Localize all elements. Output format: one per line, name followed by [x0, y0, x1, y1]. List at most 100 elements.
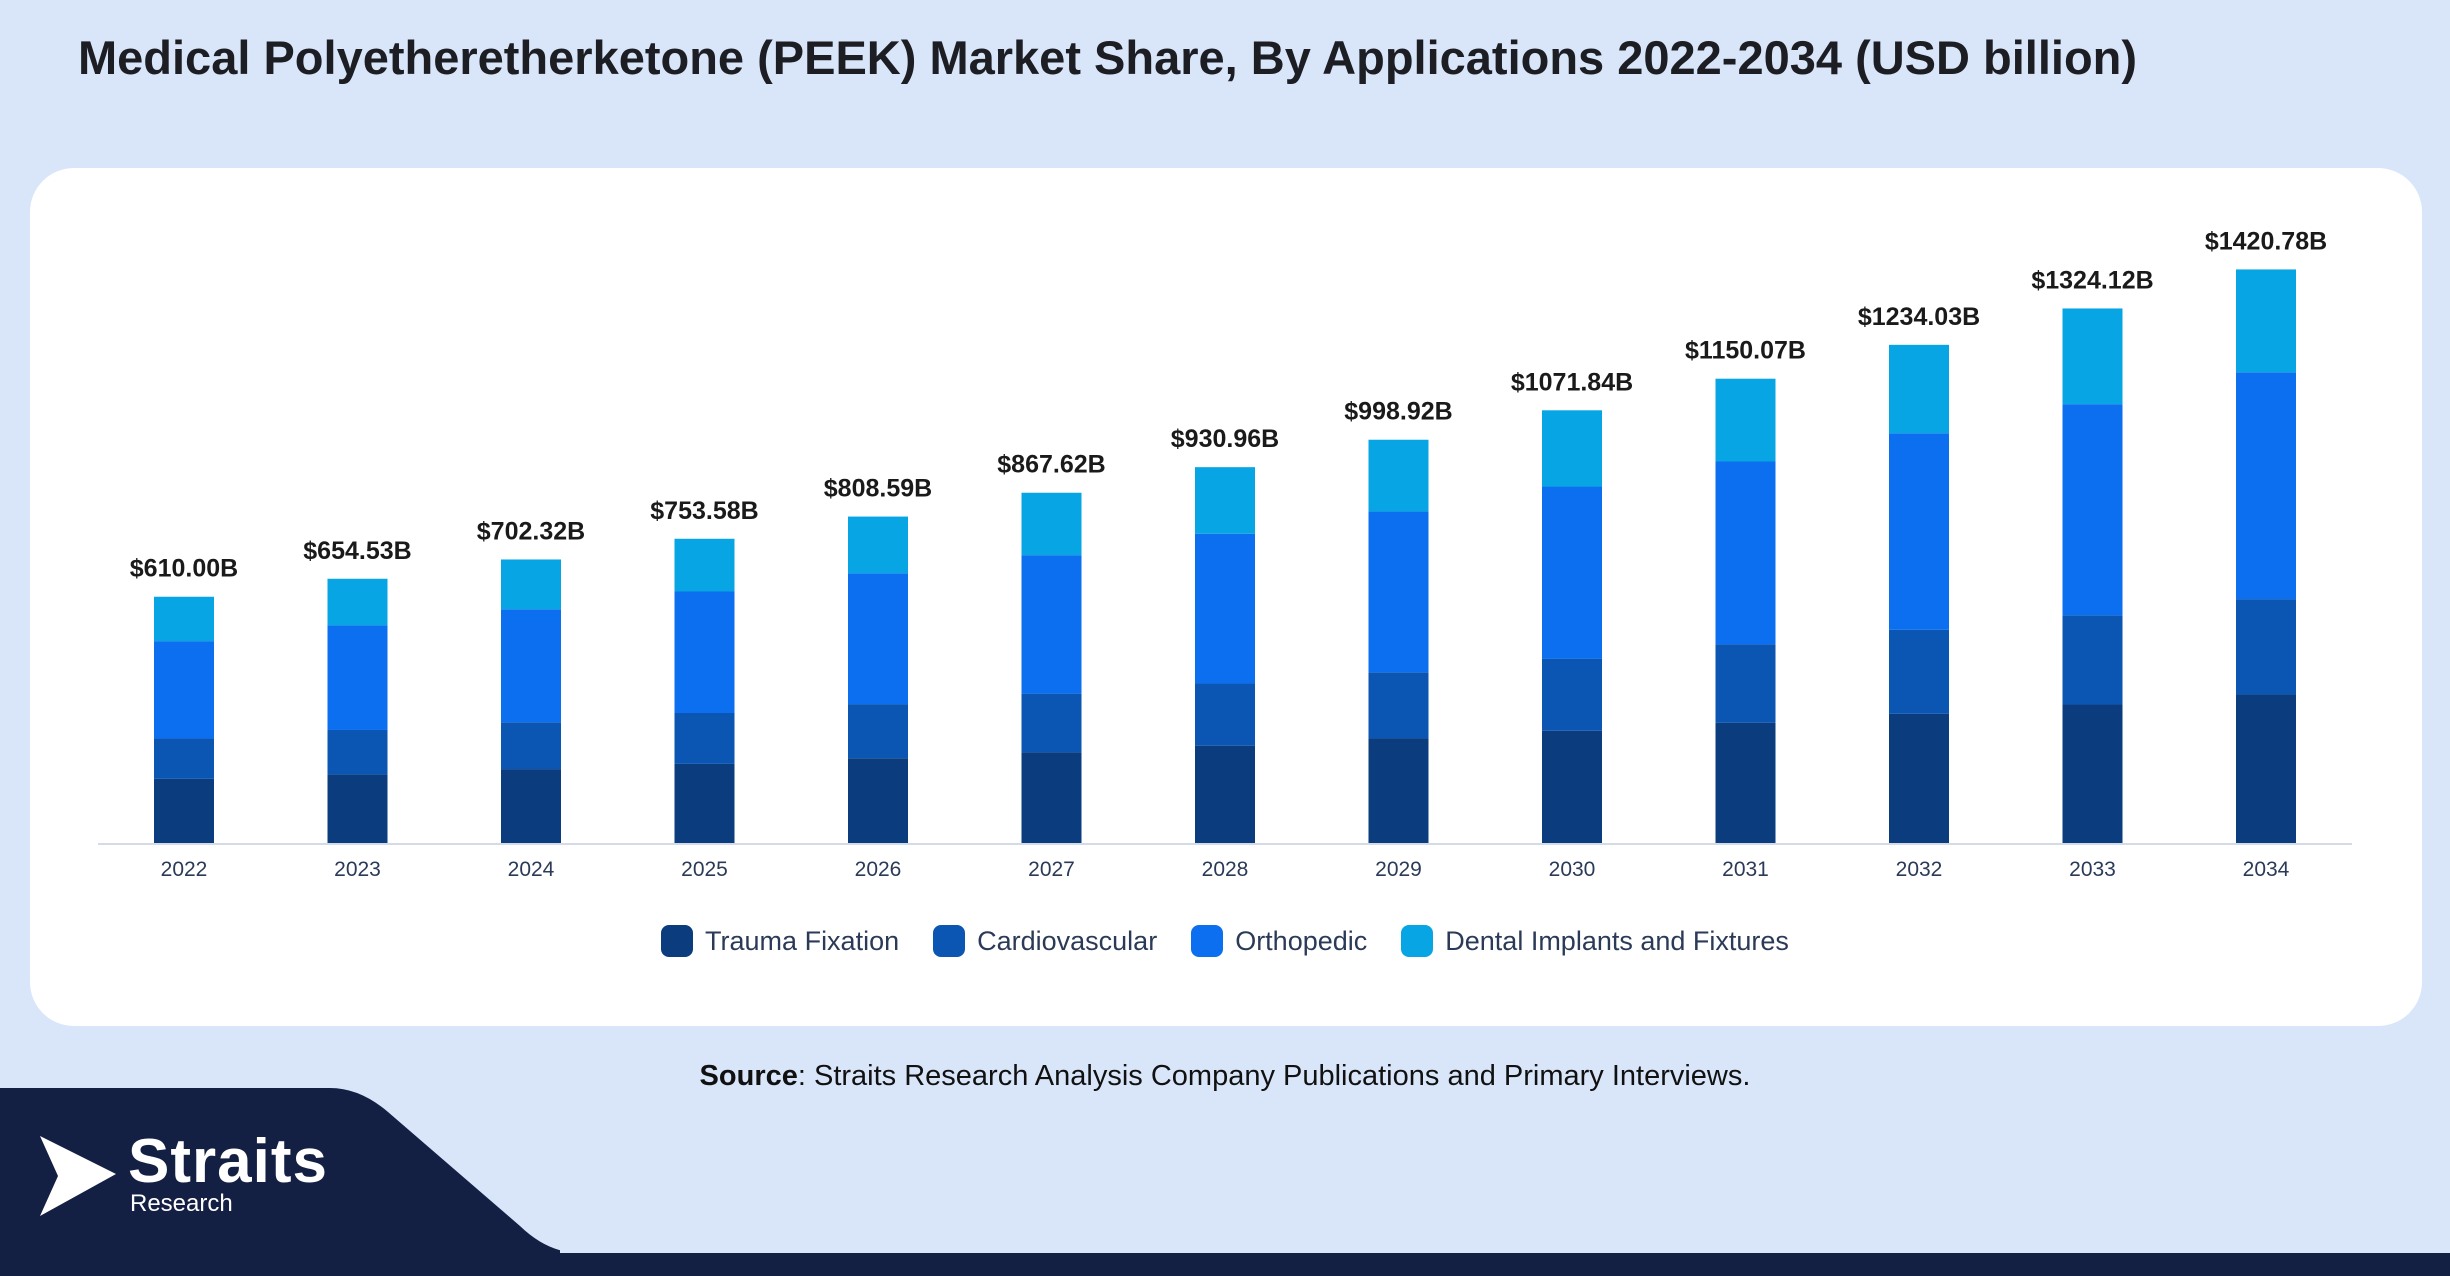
bar-segment-2024-series-1 [501, 722, 561, 770]
legend-swatch-0 [661, 925, 694, 957]
total-label-2032: $1234.03B [1858, 303, 1980, 331]
bar-segment-2026-series-3 [848, 516, 908, 574]
legend-swatch-3 [1401, 925, 1434, 957]
bar-segment-2032-series-2 [1889, 433, 1949, 630]
bar-segment-2025-series-2 [674, 591, 735, 714]
bar-segment-2026-series-0 [848, 758, 908, 843]
legend-label-2: Orthopedic [1235, 925, 1368, 956]
total-label-2023: $654.53B [303, 537, 411, 565]
bar-segment-2028-series-1 [1195, 683, 1255, 746]
bar-segment-2034-series-3 [2236, 269, 2296, 373]
legend-label-0: Trauma Fixation [705, 925, 900, 956]
total-label-2034: $1420.78B [2205, 227, 2327, 255]
total-label-2025: $753.58B [650, 497, 758, 525]
bar-segment-2023-series-3 [327, 578, 388, 626]
x-tick-label-2022: 2022 [161, 858, 208, 881]
bar-segment-2024-series-0 [501, 769, 561, 843]
bar-segment-2022-series-1 [154, 738, 214, 779]
bar-segment-2031-series-3 [1715, 378, 1776, 462]
bar-segment-2022-series-2 [154, 641, 214, 739]
bar-segment-2030-series-1 [1542, 658, 1602, 731]
bar-segment-2022-series-3 [154, 596, 214, 642]
bar-segment-2023-series-1 [327, 729, 388, 775]
legend-item-3: Dental Implants and Fixtures [1401, 925, 1789, 957]
source-text: : Straits Research Analysis Company Publ… [797, 1060, 1751, 1092]
x-tick-label-2031: 2031 [1722, 858, 1769, 881]
total-label-2029: $998.92B [1344, 398, 1452, 426]
bar-segment-2024-series-3 [501, 559, 561, 610]
bar-segment-2027-series-1 [1021, 693, 1082, 753]
source-label: Source [699, 1060, 798, 1092]
bar-segment-2034-series-0 [2236, 694, 2296, 843]
source-note: Source: Straits Research Analysis Compan… [0, 1060, 2450, 1093]
x-tick-label-2033: 2033 [2069, 858, 2116, 881]
bar-segment-2032-series-1 [1889, 629, 1949, 714]
bar-segment-2029-series-0 [1368, 738, 1429, 843]
bar-segment-2034-series-2 [2236, 372, 2296, 600]
total-label-2022: $610.00B [130, 555, 238, 583]
bar-segment-2029-series-2 [1368, 511, 1429, 673]
x-tick-label-2025: 2025 [681, 858, 728, 881]
bar-segment-2027-series-0 [1021, 752, 1082, 843]
bar-segment-2031-series-0 [1715, 722, 1776, 843]
total-label-2030: $1071.84B [1511, 368, 1633, 396]
bar-segment-2027-series-3 [1021, 492, 1082, 556]
bar-segment-2033-series-0 [2062, 704, 2123, 843]
total-label-2027: $867.62B [997, 451, 1105, 479]
logo-wordmark: Straits [128, 1127, 328, 1196]
legend-item-2: Orthopedic [1191, 925, 1367, 957]
bar-segment-2031-series-1 [1715, 644, 1776, 723]
bar-segment-2025-series-3 [674, 538, 735, 592]
bar-segment-2022-series-0 [154, 778, 214, 843]
total-label-2033: $1324.12B [2031, 266, 2153, 294]
straits-logo-icon [40, 1136, 116, 1216]
bar-segment-2029-series-1 [1368, 672, 1429, 739]
x-tick-label-2030: 2030 [1549, 858, 1596, 881]
bar-segment-2027-series-2 [1021, 555, 1082, 694]
footer-shape [0, 1088, 560, 1276]
bar-segment-2032-series-0 [1889, 713, 1949, 843]
x-tick-label-2023: 2023 [334, 858, 381, 881]
bar-segment-2033-series-1 [2062, 615, 2123, 705]
legend-swatch-1 [933, 925, 966, 957]
total-label-2028: $930.96B [1171, 425, 1279, 453]
bar-segment-2032-series-3 [1889, 344, 1949, 434]
x-tick-label-2029: 2029 [1375, 858, 1422, 881]
total-label-2026: $808.59B [824, 475, 932, 503]
bar-segment-2026-series-2 [848, 573, 908, 705]
bar-segment-2030-series-3 [1542, 410, 1602, 487]
bar-segment-2026-series-1 [848, 704, 908, 759]
legend-label-3: Dental Implants and Fixtures [1445, 925, 1789, 956]
bar-segment-2029-series-3 [1368, 439, 1429, 512]
bar-segment-2034-series-1 [2236, 599, 2296, 695]
bar-segment-2028-series-3 [1195, 467, 1255, 534]
bar-segment-2033-series-2 [2062, 404, 2123, 616]
chart-legend: Trauma Fixation Cardiovascular Orthopedic D… [0, 925, 2450, 957]
bar-segment-2030-series-0 [1542, 730, 1602, 843]
bar-chart: $610.00B 2022 $654.53B 2023 $702.32B 2024 $753… [98, 227, 2352, 881]
bar-segment-2031-series-2 [1715, 461, 1776, 645]
legend-item-0: Trauma Fixation [661, 925, 899, 957]
footer-bar [0, 1253, 2450, 1276]
legend-swatch-2 [1191, 925, 1224, 957]
bar-segment-2033-series-3 [2062, 308, 2123, 405]
logo-subtext: Research [130, 1190, 233, 1217]
x-tick-label-2026: 2026 [855, 858, 902, 881]
bar-segment-2023-series-0 [327, 774, 388, 843]
x-tick-label-2024: 2024 [508, 858, 555, 881]
bar-segment-2030-series-2 [1542, 486, 1602, 659]
x-tick-label-2028: 2028 [1202, 858, 1249, 881]
x-tick-label-2034: 2034 [2243, 858, 2290, 881]
bar-segment-2024-series-2 [501, 609, 561, 723]
bar-segment-2028-series-0 [1195, 745, 1255, 843]
page-title: Medical Polyetheretherketone (PEEK) Mark… [78, 31, 2138, 84]
bar-segment-2025-series-0 [674, 763, 735, 843]
bar-segment-2023-series-2 [327, 625, 388, 730]
total-label-2024: $702.32B [477, 517, 585, 545]
legend-item-1: Cardiovascular [933, 925, 1157, 957]
x-tick-label-2032: 2032 [1896, 858, 1943, 881]
legend-label-1: Cardiovascular [977, 925, 1158, 956]
bar-segment-2025-series-1 [674, 713, 735, 764]
total-label-2031: $1150.07B [1685, 337, 1806, 365]
bar-segment-2028-series-2 [1195, 533, 1255, 684]
